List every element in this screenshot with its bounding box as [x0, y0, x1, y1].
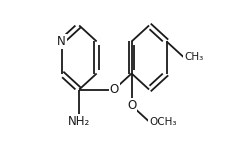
- Text: O: O: [127, 99, 136, 112]
- Text: NH₂: NH₂: [68, 115, 90, 128]
- Text: O: O: [109, 83, 118, 96]
- Text: N: N: [57, 35, 66, 48]
- Text: CH₃: CH₃: [183, 52, 202, 62]
- Text: OCH₃: OCH₃: [148, 117, 176, 127]
